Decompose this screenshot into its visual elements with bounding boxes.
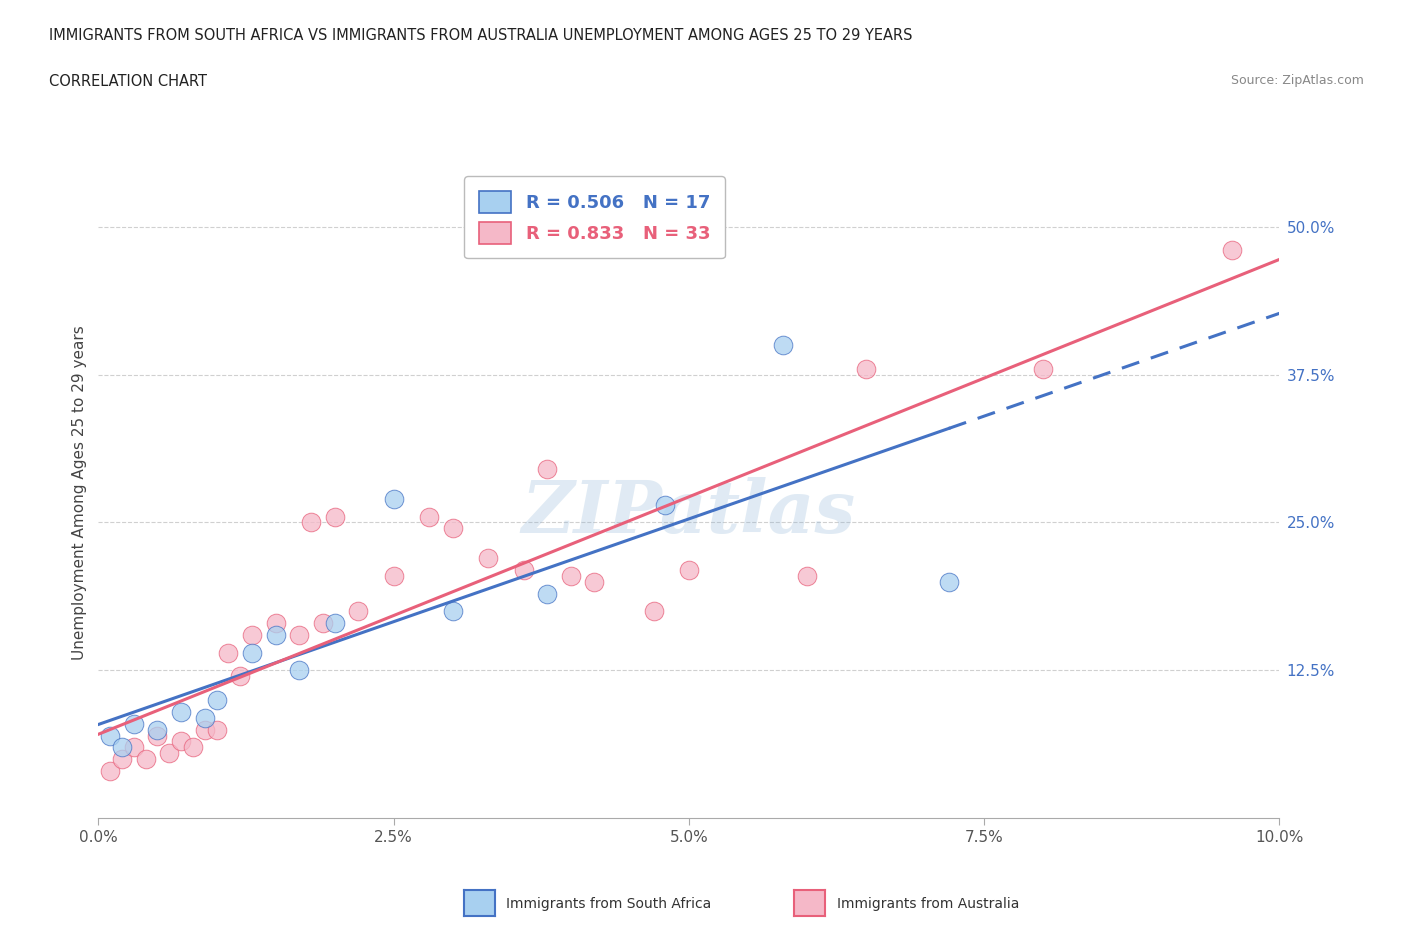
Point (512, 563, 534, 578)
Point (146, 723, 169, 737)
Point (205, 693, 228, 708)
Point (323, 616, 346, 631)
Point (264, 628, 287, 643)
Point (382, 491, 405, 506)
Point (170, 734, 193, 749)
Point (135, 751, 157, 766)
Point (205, 723, 228, 737)
Point (347, 604, 370, 618)
Point (111, 740, 134, 755)
Point (194, 723, 217, 737)
Point (643, 604, 665, 618)
Text: CORRELATION CHART: CORRELATION CHART (49, 74, 207, 89)
Point (288, 628, 311, 643)
Point (536, 586, 558, 601)
Point (122, 740, 145, 755)
Legend: R = 0.506   N = 17, R = 0.833   N = 33: R = 0.506 N = 17, R = 0.833 N = 33 (464, 177, 724, 259)
Point (938, 574, 960, 589)
Point (654, 498, 676, 512)
Point (217, 645, 239, 660)
Point (441, 521, 464, 536)
Point (323, 509, 346, 524)
Point (264, 616, 287, 631)
Point (229, 669, 252, 684)
Point (796, 568, 818, 583)
Point (772, 338, 794, 352)
Point (536, 462, 558, 477)
Point (194, 711, 217, 725)
Point (240, 645, 263, 660)
Text: IMMIGRANTS FROM SOUTH AFRICA VS IMMIGRANTS FROM AUSTRALIA UNEMPLOYMENT AMONG AGE: IMMIGRANTS FROM SOUTH AFRICA VS IMMIGRAN… (49, 28, 912, 43)
Point (181, 740, 204, 755)
Text: Source: ZipAtlas.com: Source: ZipAtlas.com (1230, 74, 1364, 87)
Point (98, 728, 121, 743)
Point (418, 509, 440, 524)
Y-axis label: Unemployment Among Ages 25 to 29 years: Unemployment Among Ages 25 to 29 years (72, 326, 87, 660)
Point (560, 568, 582, 583)
Text: ZIPatlas: ZIPatlas (522, 477, 856, 548)
Point (299, 515, 322, 530)
Point (122, 716, 145, 731)
Point (146, 728, 169, 743)
Text: Immigrants from South Africa: Immigrants from South Africa (506, 897, 711, 911)
Text: Immigrants from Australia: Immigrants from Australia (837, 897, 1019, 911)
Point (583, 574, 606, 589)
Point (855, 361, 877, 376)
Point (312, 616, 335, 631)
Point (678, 563, 700, 578)
Point (98, 764, 121, 778)
Point (382, 568, 405, 583)
Point (1220, 243, 1243, 258)
Point (288, 663, 311, 678)
Point (111, 751, 134, 766)
Point (240, 628, 263, 643)
Point (1032, 361, 1054, 376)
Point (477, 551, 499, 565)
Point (170, 704, 193, 719)
Point (441, 604, 464, 618)
Point (157, 746, 180, 761)
